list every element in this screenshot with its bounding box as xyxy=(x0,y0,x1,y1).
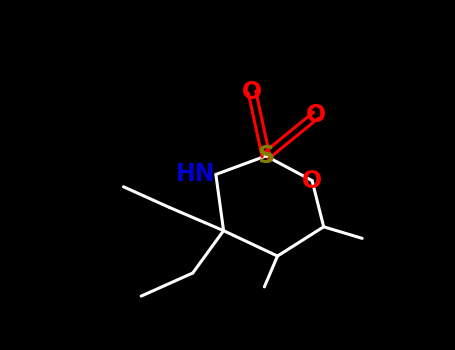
Text: O: O xyxy=(302,169,322,192)
Text: HN: HN xyxy=(177,162,216,187)
Text: S: S xyxy=(258,144,274,168)
Text: O: O xyxy=(306,103,326,127)
Text: O: O xyxy=(242,80,262,104)
